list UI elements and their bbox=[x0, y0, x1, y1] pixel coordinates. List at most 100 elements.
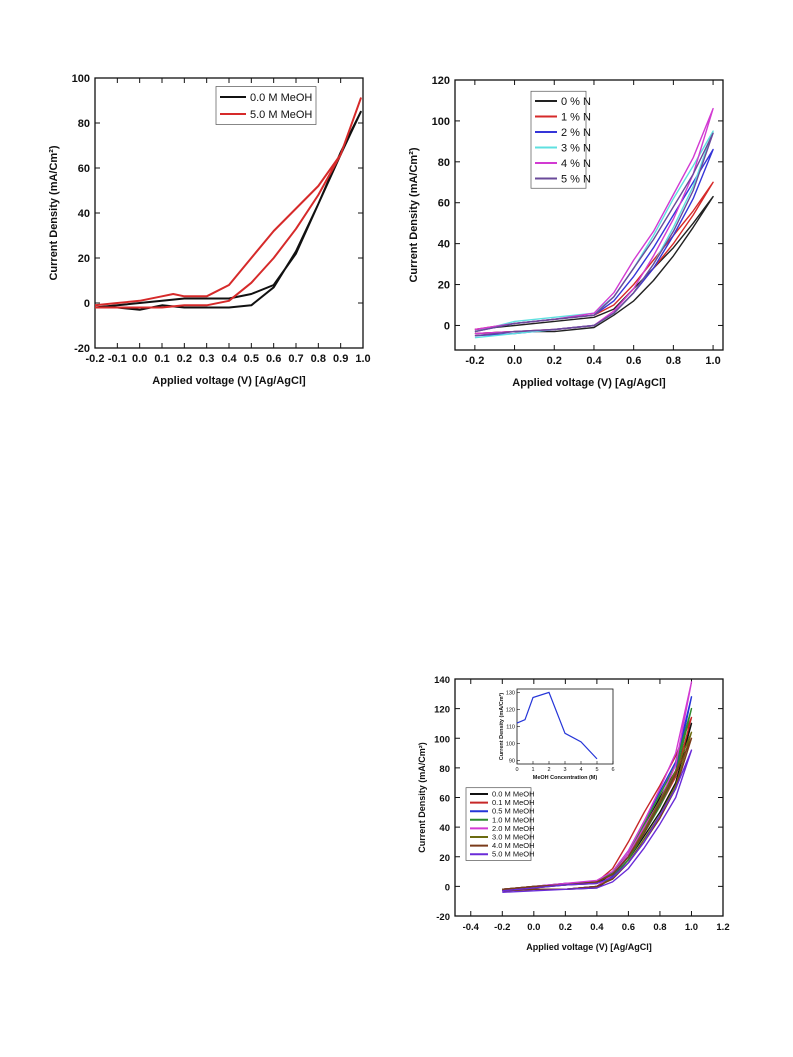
legend-label: 5.0 M MeOH bbox=[250, 109, 312, 121]
inset-y-tick-label: 90 bbox=[509, 759, 515, 765]
chart-1-axes: -0.2 -0.1 0.0 0.1 0.2 0.3 0.4 0.5 0.6 0.7 0.8 0.9 1.… bbox=[48, 73, 371, 387]
x-tick-label: 0.8 bbox=[666, 355, 681, 367]
chart-3-series bbox=[502, 681, 693, 893]
y-tick-label: 140 bbox=[434, 675, 450, 686]
x-tick-label: 0.6 bbox=[622, 922, 635, 933]
y-axis-label: Current Density (mA/Cm²) bbox=[408, 147, 420, 282]
inset-y-tick-label: 130 bbox=[506, 690, 515, 696]
cv-chart-nitrogen-doping: -0.2 0.0 0.2 0.4 0.6 0.8 1.0 0 20 40 60 80 100 120 App… bbox=[408, 75, 724, 389]
series-line-6 bbox=[474, 132, 714, 337]
legend-box bbox=[530, 90, 587, 189]
y-axis-label: Current Density (mA/Cm²) bbox=[417, 742, 427, 853]
x-tick-label: 0.1 bbox=[154, 353, 169, 365]
y-tick-label: 80 bbox=[439, 764, 450, 775]
x-axis-label: Applied voltage (V) [Ag/AgCl] bbox=[152, 375, 306, 387]
chart-3-axes: -0.4 -0.2 0.0 0.2 0.4 0.6 0.8 1.0 1.2-2002040608… bbox=[417, 675, 730, 952]
legend-label: 4 % N bbox=[561, 158, 591, 170]
cv-chart-methanol: -0.2 -0.1 0.0 0.1 0.2 0.3 0.4 0.5 0.6 0.7 0.8 0.9 1.… bbox=[48, 73, 371, 387]
inset-x-axis-label: MeOH Concentration (M) bbox=[533, 775, 598, 781]
legend-box bbox=[465, 787, 532, 861]
inset-x-tick-label: 1 bbox=[531, 767, 534, 773]
inset-x-tick-label: 3 bbox=[563, 767, 566, 773]
x-tick-label: 0.3 bbox=[199, 353, 214, 365]
series-line-1 bbox=[94, 110, 362, 311]
series-line-2 bbox=[94, 97, 362, 309]
x-tick-label: 0.4 bbox=[221, 353, 237, 365]
inset-y-tick-label: 110 bbox=[506, 725, 515, 731]
series-line-4 bbox=[474, 130, 714, 339]
inset-series-line bbox=[516, 691, 598, 760]
x-tick-label: 0.0 bbox=[527, 922, 540, 933]
y-tick-label: 80 bbox=[78, 118, 90, 130]
x-axis-label: Applied voltage (V) [Ag/AgCl] bbox=[526, 942, 652, 952]
y-tick-label: 120 bbox=[432, 75, 450, 87]
x-tick-label: 0.0 bbox=[507, 355, 522, 367]
legend-label: 3 % N bbox=[561, 143, 591, 155]
cv-chart-meoh-concentration: -0.4 -0.2 0.0 0.2 0.4 0.6 0.8 1.0 1.2-2002040608… bbox=[417, 675, 730, 952]
y-tick-label: 40 bbox=[439, 823, 450, 834]
y-tick-label: 0 bbox=[84, 298, 90, 310]
y-tick-label: 20 bbox=[439, 853, 450, 864]
chart-1-legend: 0.0 M MeOH 5.0 M MeOH bbox=[215, 86, 317, 125]
y-tick-label: 40 bbox=[78, 208, 90, 220]
legend-label: 0.0 M MeOH bbox=[250, 92, 312, 104]
inset-x-tick-label: 5 bbox=[595, 767, 598, 773]
x-tick-label: -0.4 bbox=[463, 922, 480, 933]
x-tick-label: 1.0 bbox=[705, 355, 720, 367]
legend-label: 4.0 M MeOH bbox=[492, 841, 535, 850]
chart-3-inset: 0 1 2 3 4 5 6 90 100 110 120 130 MeOH Concentration … bbox=[498, 688, 615, 781]
legend-label: 2 % N bbox=[561, 127, 591, 139]
x-tick-label: 0.2 bbox=[559, 922, 572, 933]
chart-2-axes: -0.2 0.0 0.2 0.4 0.6 0.8 1.0 0 20 40 60 80 100 120 App… bbox=[408, 75, 724, 389]
inset-x-tick-label: 4 bbox=[579, 767, 582, 773]
inset-x-tick-label: 6 bbox=[611, 767, 614, 773]
inset-y-tick-label: 100 bbox=[506, 742, 515, 748]
x-tick-label: -0.1 bbox=[108, 353, 127, 365]
y-tick-label: 100 bbox=[434, 734, 450, 745]
y-tick-label: -20 bbox=[74, 343, 90, 355]
legend-label: 0.1 M MeOH bbox=[492, 798, 535, 807]
x-tick-label: 0.8 bbox=[311, 353, 326, 365]
legend-label: 0 % N bbox=[561, 96, 591, 108]
y-tick-label: 60 bbox=[78, 163, 90, 175]
x-tick-label: 0.4 bbox=[586, 355, 602, 367]
series-line-1 bbox=[474, 195, 714, 335]
y-tick-label: 0 bbox=[445, 882, 450, 893]
inset-frame bbox=[516, 688, 614, 765]
chart-1-series bbox=[94, 97, 362, 311]
x-tick-label: 0.9 bbox=[333, 353, 348, 365]
y-tick-label: 100 bbox=[72, 73, 90, 85]
legend-label: 5 % N bbox=[561, 174, 591, 186]
x-tick-label: 0.6 bbox=[266, 353, 281, 365]
series-line-8 bbox=[502, 749, 693, 893]
x-tick-label: 0.8 bbox=[653, 922, 666, 933]
y-tick-label: 40 bbox=[438, 239, 450, 251]
series-line-2 bbox=[474, 181, 714, 335]
inset-y-tick-label: 120 bbox=[506, 707, 515, 713]
x-tick-label: 0.2 bbox=[177, 353, 192, 365]
y-tick-label: 0 bbox=[444, 320, 450, 332]
y-tick-label: 20 bbox=[438, 280, 450, 292]
y-tick-label: -20 bbox=[436, 912, 450, 923]
chart-2-legend: 0 % N 1 % N 2 % N 3 % N 4 % N 5 % N bbox=[530, 90, 591, 189]
legend-label: 0.0 M MeOH bbox=[492, 790, 535, 799]
legend-label: 3.0 M MeOH bbox=[492, 833, 535, 842]
plot-frame bbox=[454, 79, 724, 351]
series-line-5 bbox=[474, 107, 714, 335]
y-tick-label: 60 bbox=[439, 794, 450, 805]
x-tick-label: 1.0 bbox=[355, 353, 370, 365]
x-tick-label: 0.0 bbox=[132, 353, 147, 365]
inset-x-tick-label: 0 bbox=[515, 767, 518, 773]
x-tick-label: 1.0 bbox=[685, 922, 698, 933]
series-line-7 bbox=[502, 737, 693, 892]
x-tick-label: 0.4 bbox=[590, 922, 604, 933]
y-tick-label: 20 bbox=[78, 253, 90, 265]
x-tick-label: -0.2 bbox=[86, 353, 105, 365]
x-tick-label: 0.5 bbox=[244, 353, 259, 365]
y-tick-label: 100 bbox=[432, 116, 450, 128]
chart-2-series bbox=[474, 107, 714, 339]
y-tick-label: 80 bbox=[438, 157, 450, 169]
legend-label: 1 % N bbox=[561, 112, 591, 124]
legend-label: 0.5 M MeOH bbox=[492, 807, 535, 816]
